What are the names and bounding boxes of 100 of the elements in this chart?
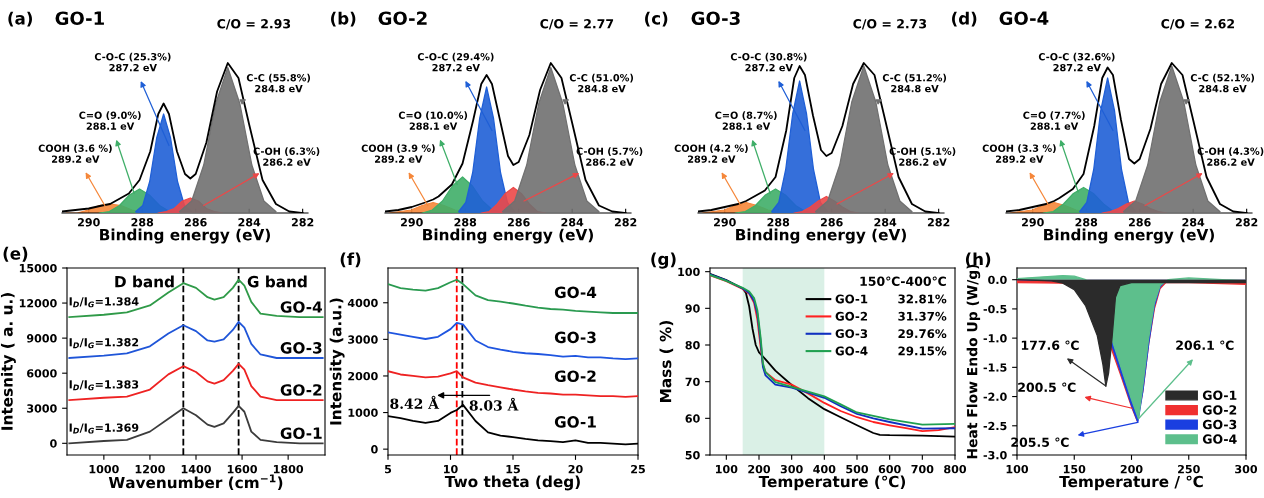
legend-label: GO-4	[1202, 434, 1237, 444]
legend-label: GO-1	[835, 294, 868, 304]
series-label: GO-4	[554, 286, 597, 299]
legend-label: GO-3	[835, 329, 868, 339]
x-tick-label: 10	[444, 464, 458, 474]
legend-label: GO-1	[1202, 390, 1237, 401]
annotation: 200.5 ℃	[1018, 382, 1076, 393]
y-tick-label: -2.0	[983, 392, 1007, 401]
y-tick-label: 60	[685, 414, 700, 423]
chart-subtitle: C/O = 2.62	[1161, 19, 1234, 30]
text: (e)	[3, 246, 28, 262]
annotation: 8.03 Å	[469, 397, 519, 411]
chart-title: GO-4	[999, 11, 1049, 26]
y-tick-label: -1.0	[983, 334, 1007, 343]
chart-title: GO-2	[378, 11, 427, 26]
series-label: GO-4	[280, 301, 322, 313]
annotation: 29.15%	[898, 346, 947, 356]
y-tick-label: 90	[685, 304, 700, 313]
y-axis-title: Intensity (a.u.)	[329, 298, 345, 425]
x-tick-label: 284	[238, 218, 261, 227]
annotation: 206.1 ℃	[1176, 340, 1234, 350]
annotation: C-O-C (29.4%) 287.2 eV	[417, 52, 494, 72]
series-label: GO-1	[280, 427, 322, 439]
x-tick-label: 600	[878, 464, 901, 474]
x-axis-title: Binding energy (eV)	[1044, 228, 1214, 244]
y-axis-title: Intesnity ( a. u.)	[0, 293, 16, 430]
y-tick-label: -0.5	[983, 304, 1007, 314]
annotation: I$_{D}$/I$_{G}$=1.383	[69, 380, 139, 391]
annotation: 8.42 Å	[390, 395, 440, 409]
x-tick-label: 290	[78, 218, 100, 227]
annotation: C=O (9.0%) 288.1 eV	[79, 111, 141, 130]
y-tick-label: 100	[678, 267, 700, 277]
legend-label: GO-2	[1202, 405, 1237, 415]
y-tick-label: -1.5	[983, 363, 1007, 372]
legend-label: GO-4	[835, 346, 868, 356]
y-tick-label: 15000	[19, 263, 57, 273]
x-tick-label: 1800	[273, 464, 304, 474]
legend-label: GO-2	[835, 311, 868, 321]
annotation: C-C (51.2%) 284.8 eV	[882, 73, 947, 93]
y-tick-label: 3000	[348, 335, 378, 344]
y-tick-label: 80	[685, 340, 700, 350]
series-label: GO-2	[280, 384, 322, 396]
legend-label: GO-3	[1202, 419, 1237, 430]
x-tick-label: 15	[506, 465, 520, 474]
x-axis-title: Binding energy (eV)	[100, 228, 270, 244]
chart-subtitle: C/O = 2.93	[217, 19, 291, 30]
x-tick-label: 250	[1178, 464, 1200, 474]
x-axis-title: Binding energy (eV)	[736, 228, 906, 244]
annotation: COOH (4.2 %) 289.2 eV	[674, 144, 748, 163]
x-axis-title: Wavenumber (cm$^{−1}$)	[108, 474, 283, 491]
y-tick-label: -3.0	[983, 450, 1007, 460]
y-tick-label: 4000	[347, 298, 378, 308]
y-tick-label: 6000	[27, 369, 57, 378]
annotation: I$_{D}$/I$_{G}$=1.382	[69, 338, 139, 349]
chart-subtitle: C/O = 2.73	[853, 19, 927, 30]
annotation: C=O (7.7%) 288.1 eV	[1023, 111, 1085, 130]
x-tick-label: 284	[561, 218, 584, 227]
x-tick-label: 290	[1022, 218, 1044, 227]
text: (f)	[340, 252, 361, 268]
annotation: C=O (10.0%) 288.1 eV	[398, 111, 468, 130]
x-tick-label: 282	[1235, 218, 1258, 227]
annotation: C=O (8.7%) 288.1 eV	[715, 111, 777, 130]
annotation: C-C (52.1%) 284.8 eV	[1190, 73, 1255, 93]
x-tick-label: 150	[1063, 464, 1086, 474]
y-tick-label: 3000	[27, 404, 57, 413]
annotation: I$_{D}$/I$_{G}$=1.384	[69, 297, 139, 308]
text: (d)	[952, 11, 977, 27]
annotation: C-C (55.8%) 284.8 eV	[246, 73, 311, 93]
y-tick-label: 0.0	[988, 275, 1007, 285]
y-tick-label: 2000	[348, 371, 378, 381]
x-tick-label: 286	[1128, 218, 1151, 227]
x-tick-label: 288	[1075, 218, 1098, 227]
annotation: C-C (51.0%) 284.8 eV	[569, 73, 634, 93]
x-tick-label: 200	[1120, 464, 1143, 474]
x-tick-label: 700	[911, 464, 934, 474]
chart-title: GO-1	[55, 11, 104, 26]
x-tick-label: 1200	[135, 464, 165, 474]
x-tick-label: 288	[454, 218, 477, 227]
y-tick-label: 50	[685, 450, 700, 460]
x-axis-title: Temperature / ℃	[1059, 475, 1203, 491]
x-tick-label: 100	[715, 464, 738, 474]
annotation: 29.76%	[898, 329, 947, 339]
annotation: 177.6 ℃	[1021, 340, 1079, 350]
x-tick-label: 282	[927, 218, 950, 227]
x-tick-label: 284	[1182, 218, 1205, 227]
series-label: GO-3	[280, 342, 322, 354]
ref-line-label: G band	[247, 275, 307, 288]
annotation: C-O-C (32.6%) 287.2 eV	[1038, 52, 1115, 72]
x-tick-label: 200	[748, 464, 771, 474]
y-tick-label: 12000	[19, 299, 57, 308]
x-tick-label: 286	[184, 218, 207, 227]
x-tick-label: 282	[614, 218, 637, 227]
chart-title: GO-3	[691, 11, 740, 26]
x-tick-label: 290	[401, 218, 423, 227]
legend-title: 150℃-400℃	[860, 276, 946, 286]
annotation: COOH (3.9 %) 289.2 eV	[361, 144, 435, 163]
series-label: GO-2	[554, 370, 596, 382]
x-tick-label: 25	[631, 464, 645, 474]
y-tick-label: 1000	[348, 408, 378, 417]
x-tick-label: 20	[568, 464, 583, 474]
